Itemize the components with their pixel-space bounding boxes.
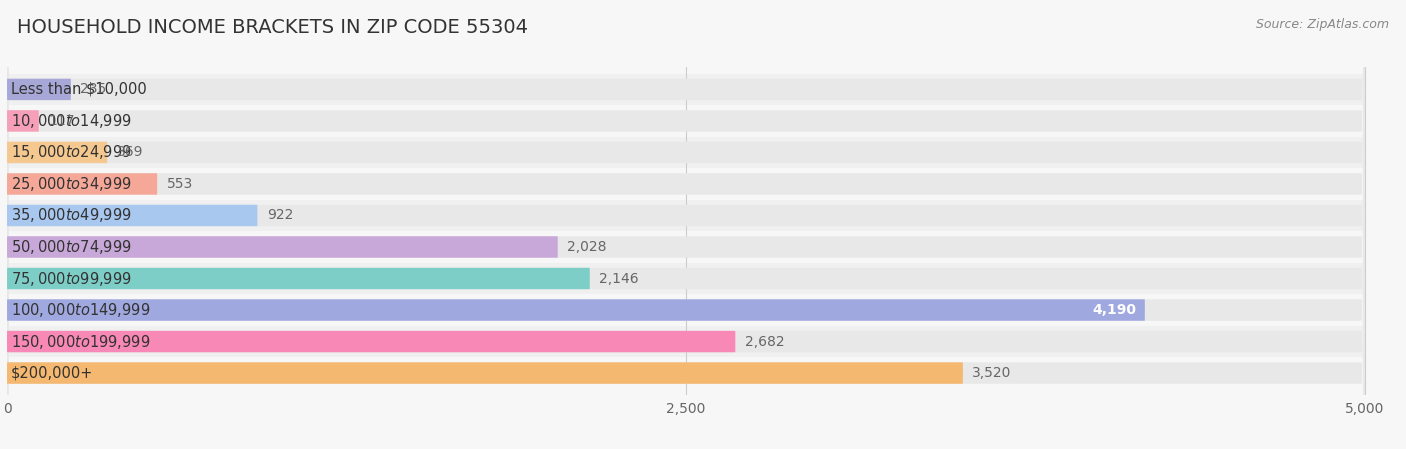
FancyBboxPatch shape (7, 0, 1365, 449)
Text: $150,000 to $199,999: $150,000 to $199,999 (11, 333, 150, 351)
Text: $100,000 to $149,999: $100,000 to $149,999 (11, 301, 150, 319)
FancyBboxPatch shape (7, 0, 1365, 449)
FancyBboxPatch shape (7, 294, 1365, 326)
FancyBboxPatch shape (7, 110, 39, 132)
Text: $75,000 to $99,999: $75,000 to $99,999 (11, 269, 132, 287)
Text: 2,682: 2,682 (745, 335, 785, 348)
FancyBboxPatch shape (7, 236, 558, 258)
Text: 2,146: 2,146 (599, 272, 638, 286)
FancyBboxPatch shape (7, 268, 589, 289)
FancyBboxPatch shape (7, 231, 1365, 263)
FancyBboxPatch shape (7, 5, 1365, 449)
Text: 553: 553 (167, 177, 193, 191)
FancyBboxPatch shape (7, 74, 1365, 105)
Text: $200,000+: $200,000+ (11, 365, 93, 381)
FancyBboxPatch shape (7, 142, 107, 163)
FancyBboxPatch shape (7, 0, 1365, 449)
FancyBboxPatch shape (7, 0, 1365, 449)
FancyBboxPatch shape (7, 357, 1365, 389)
FancyBboxPatch shape (7, 79, 70, 100)
Text: 2,028: 2,028 (567, 240, 607, 254)
Text: 3,520: 3,520 (973, 366, 1012, 380)
FancyBboxPatch shape (7, 0, 1365, 449)
Text: $15,000 to $24,999: $15,000 to $24,999 (11, 143, 132, 162)
FancyBboxPatch shape (7, 331, 735, 352)
Text: $10,000 to $14,999: $10,000 to $14,999 (11, 112, 132, 130)
FancyBboxPatch shape (7, 200, 1365, 231)
FancyBboxPatch shape (7, 168, 1365, 200)
Text: 235: 235 (80, 83, 107, 97)
Text: 117: 117 (48, 114, 75, 128)
Text: $25,000 to $34,999: $25,000 to $34,999 (11, 175, 132, 193)
FancyBboxPatch shape (7, 173, 157, 195)
FancyBboxPatch shape (7, 205, 257, 226)
FancyBboxPatch shape (7, 263, 1365, 294)
Text: 922: 922 (267, 208, 294, 222)
Text: $50,000 to $74,999: $50,000 to $74,999 (11, 238, 132, 256)
Text: HOUSEHOLD INCOME BRACKETS IN ZIP CODE 55304: HOUSEHOLD INCOME BRACKETS IN ZIP CODE 55… (17, 18, 527, 37)
FancyBboxPatch shape (7, 362, 963, 384)
Text: 4,190: 4,190 (1092, 303, 1136, 317)
FancyBboxPatch shape (7, 0, 1365, 449)
FancyBboxPatch shape (7, 299, 1144, 321)
FancyBboxPatch shape (7, 136, 1365, 168)
FancyBboxPatch shape (7, 326, 1365, 357)
Text: Source: ZipAtlas.com: Source: ZipAtlas.com (1256, 18, 1389, 31)
FancyBboxPatch shape (7, 0, 1365, 449)
Text: $35,000 to $49,999: $35,000 to $49,999 (11, 207, 132, 224)
FancyBboxPatch shape (7, 105, 1365, 136)
Text: Less than $10,000: Less than $10,000 (11, 82, 146, 97)
FancyBboxPatch shape (7, 0, 1365, 449)
FancyBboxPatch shape (7, 0, 1365, 449)
Text: 369: 369 (117, 145, 143, 159)
